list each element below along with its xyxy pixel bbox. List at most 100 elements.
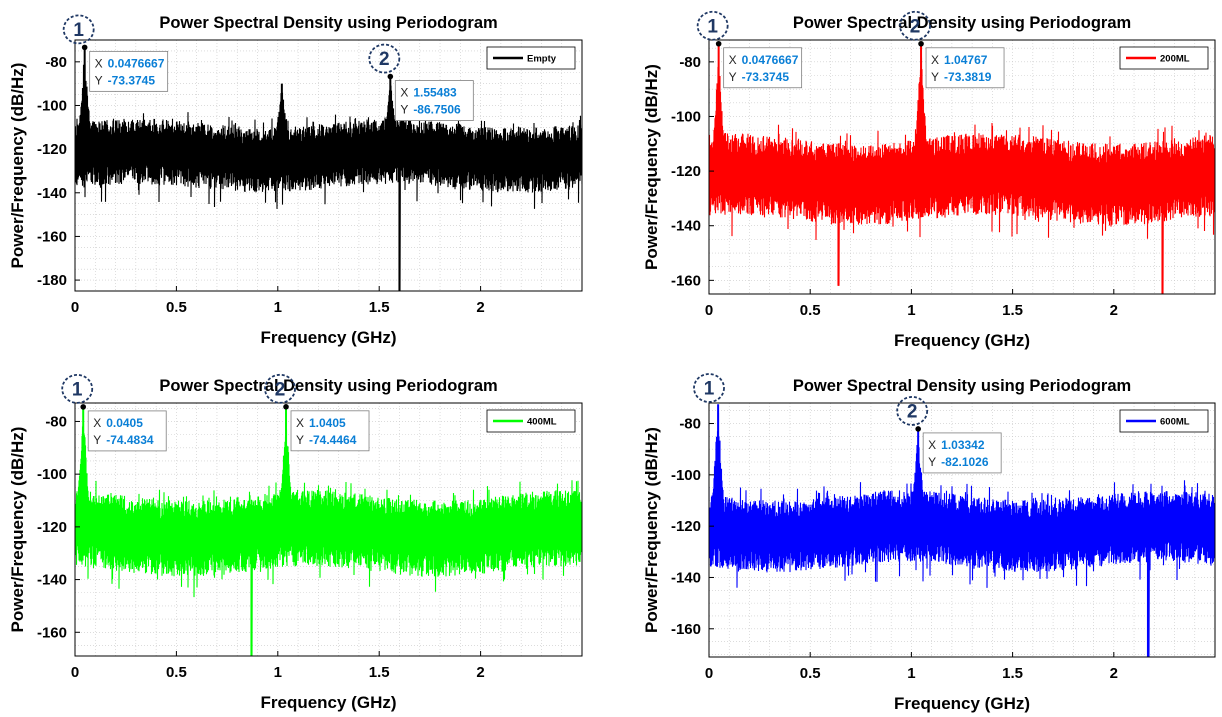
marker-label: 1 [73,20,84,41]
y-tick-label: -80 [679,54,701,71]
x-axis-label: Frequency (GHz) [894,331,1030,350]
x-axis-label: Frequency (GHz) [260,328,396,347]
chart-2: 0 0.5 1 1.5 2 -80 -100 -120 -140 -160 Power Spectr… [642,10,1216,350]
datatip-box [87,410,167,452]
y-axis-label: Power/Frequency (dB/Hz) [642,64,661,270]
x-tick-label: 0 [705,302,713,319]
datatip-y-value: -73.3745 [108,73,156,87]
axes-box [708,402,1216,658]
legend-box [486,409,576,433]
y-tick-label: -160 [37,228,67,245]
datatip-x-label: X [95,56,103,70]
chart-4: 0 0.5 1 1.5 2 -80 -100 -120 -140 -160 Power Spectr… [642,373,1216,713]
datatip-x-value: 1.0405 [309,416,346,430]
datatip-box [89,50,169,92]
x-tick-label: 0 [71,299,79,316]
marker-circle [368,43,401,74]
x-tick-label: 1 [274,664,282,681]
y-tick-label: -100 [671,467,701,484]
series-line-400ML [75,418,582,656]
y-tick-label: -100 [37,466,67,483]
y-tick-label: -140 [671,218,701,235]
datatip-y-value: -86.7506 [413,103,461,117]
datatip-x-label: X [928,438,936,452]
x-tick-label: 1 [907,302,915,319]
datatip-y-label: Y [931,70,939,84]
x-tick-label: 0 [71,664,79,681]
x-tick-label: 2 [1110,665,1118,682]
y-tick-label: -160 [37,624,67,641]
datatip-2: X 1.03342 Y -82.1026 2 [896,396,1002,474]
series-line-200ML [709,57,1215,294]
datatip-y-value: -73.3745 [742,70,790,84]
datatip-y-label: Y [296,433,304,447]
y-axis-label: Power/Frequency (dB/Hz) [8,427,27,633]
x-tick-label: 2 [1110,302,1118,319]
y-tick-label: -120 [37,141,67,158]
marker-circle [264,373,296,404]
x-tick-label: 1.5 [1002,665,1023,682]
y-axis-label: Power/Frequency (dB/Hz) [642,427,661,633]
chart-1: 0 0.5 1 1.5 2 -80 -100 -120 -140 -160 -180 Power Sp… [8,14,583,347]
x-tick-label: 1 [274,299,282,316]
datatip-y-label: Y [928,455,936,469]
datatip-x-value: 1.55483 [413,86,457,100]
datatip-x-value: 0.0476667 [108,56,165,70]
datatip-2: X 1.55483 Y -86.7506 2 [368,43,474,121]
chart-title: Power Spectral Density using Periodogram [793,377,1131,395]
y-tick-label: -80 [679,416,701,433]
x-tick-label: 1.5 [369,299,390,316]
marker-circle [693,373,725,403]
datatip-1: X 0.0405 Y -74.4834 1 [61,374,167,452]
datatip-x-label: X [931,53,939,67]
legend-label: 400ML [527,417,557,428]
legend-label: Empty [527,54,557,65]
axes-box [708,39,1216,295]
x-tick-label: 1 [907,665,915,682]
datatip-y-value: -82.1026 [941,455,989,469]
datatip-point [915,426,921,432]
datatip-x-label: X [296,416,304,430]
x-tick-label: 0.5 [800,302,821,319]
datatip-y-label: Y [93,433,101,447]
legend: 200ML [1119,46,1209,70]
legend: 600ML [1119,409,1209,433]
marker-label: 1 [704,379,715,400]
y-tick-label: -160 [671,621,701,638]
datatip-y-label: Y [400,103,408,117]
datatip-point [81,44,88,51]
marker-label: 2 [907,401,918,422]
y-tick-label: -120 [671,518,701,535]
x-axis-label: Frequency (GHz) [260,693,396,712]
datatip-box [922,432,1002,474]
datatip-x-value: 1.04767 [944,53,988,67]
y-tick-label: -80 [45,413,67,430]
y-tick-label: -140 [37,185,67,202]
datatip-point [80,404,87,410]
datatip-1: X 0.0476667 Y -73.3745 1 [62,14,169,92]
chart-title: Power Spectral Density using Periodogram [793,14,1131,32]
y-tick-label: -180 [37,272,67,289]
datatip-y-label: Y [729,70,737,84]
y-tick-label: -140 [671,569,701,586]
y-tick-label: -100 [671,108,701,125]
datatip-x-value: 0.0476667 [742,53,799,67]
marker-circle [899,10,931,41]
marker-circle [62,14,95,45]
series-line-Empty [75,63,582,291]
datatip-x-value: 0.0405 [106,416,143,430]
x-tick-label: 2 [476,664,484,681]
axes-box [74,402,583,657]
marker-label: 2 [910,16,921,37]
series-line-600ML [709,411,1215,657]
datatip-1: 1 [693,373,725,403]
legend: Empty [486,46,576,70]
x-tick-label: 1.5 [1002,302,1023,319]
datatip-box [290,410,370,452]
datatip-point [715,40,722,47]
chart-title: Power Spectral Density using Periodogram [159,14,497,32]
x-tick-label: 1.5 [369,664,390,681]
datatip-x-label: X [93,416,101,430]
datatip-box [723,47,803,89]
datatip-y-label: Y [95,73,103,87]
